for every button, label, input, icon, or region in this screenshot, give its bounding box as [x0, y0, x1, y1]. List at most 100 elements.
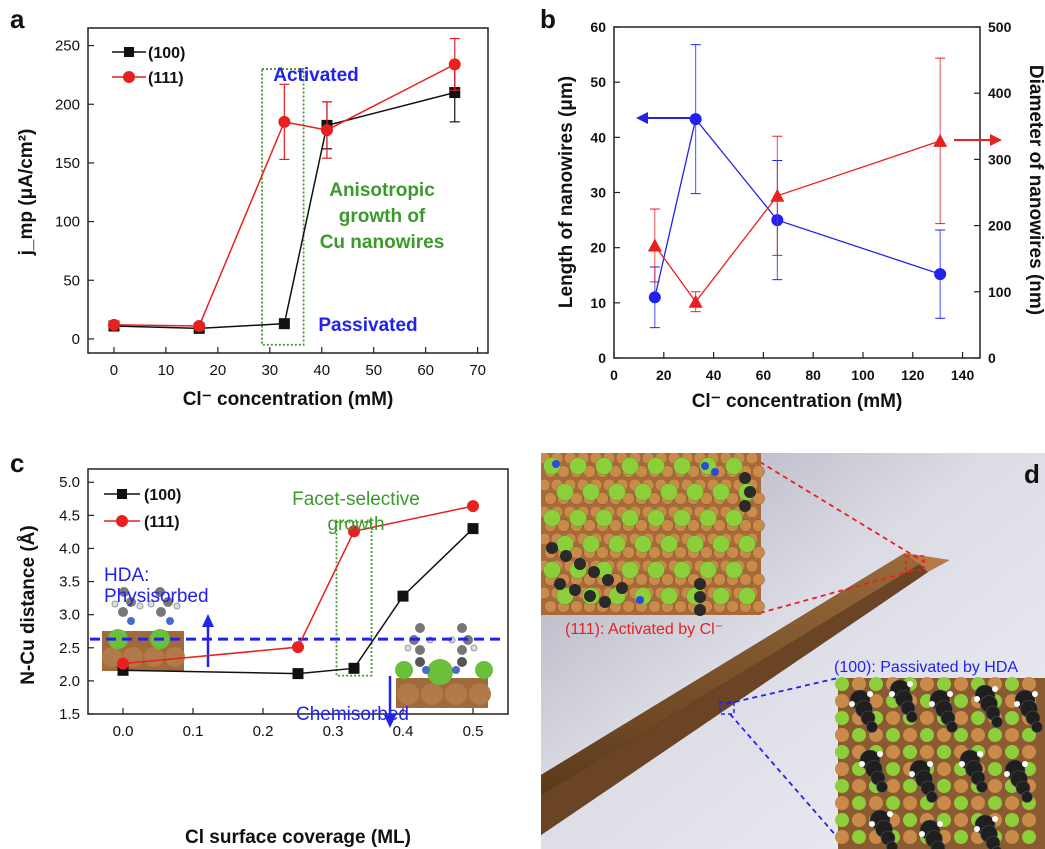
surface-atom	[954, 830, 968, 844]
h-atom	[974, 696, 980, 702]
data-point-c-1	[348, 525, 360, 538]
cu-atom	[544, 492, 557, 505]
cu-atom	[726, 546, 739, 559]
x-tick-label-a: 70	[469, 362, 486, 379]
surface-atom	[1022, 677, 1036, 691]
h-atom	[992, 816, 998, 822]
hda-atom	[946, 721, 958, 733]
cu-atom	[687, 519, 700, 532]
surface-atom	[1022, 830, 1036, 844]
cl-atom	[647, 561, 665, 579]
data-point-a-1	[193, 320, 206, 333]
data-point-b-1	[647, 238, 662, 252]
surface-atom	[988, 779, 1002, 793]
hda-chain-atom	[546, 542, 558, 554]
surface-atom	[1005, 728, 1019, 742]
chemisorbed-inset	[395, 623, 493, 708]
cu-atom	[622, 546, 635, 559]
h-atom	[937, 821, 943, 827]
cu-atom	[745, 559, 759, 573]
annotation-chemisorbed: Chemisorbed	[296, 704, 409, 725]
nanowire-face	[541, 564, 928, 835]
hda-atom	[991, 716, 1003, 728]
cl-atom	[543, 509, 561, 527]
y-tick-label-c: 3.5	[59, 574, 80, 591]
data-point-a-0	[278, 318, 290, 330]
y-tick-label-c: 5.0	[59, 474, 80, 491]
annotation-passivated: Passivated	[318, 315, 417, 336]
surface-atom	[835, 728, 849, 742]
data-point-c-1	[467, 500, 479, 513]
h-atom	[859, 761, 865, 767]
cl-atom	[738, 587, 756, 605]
surface-atom	[903, 796, 917, 810]
surface-atom	[886, 762, 900, 776]
n-atom	[701, 462, 709, 470]
plot-frame-a	[87, 27, 489, 354]
cl-atom	[660, 587, 678, 605]
cu-atom	[583, 519, 596, 532]
h-atom	[929, 701, 935, 707]
data-point-a-1	[107, 318, 120, 331]
cl-atom	[725, 561, 743, 579]
surface-atom	[835, 677, 849, 691]
cu-atom	[648, 600, 661, 613]
h-atom	[927, 761, 933, 767]
data-point-b-1	[933, 133, 948, 147]
cu-atom	[557, 519, 570, 532]
surface-atom	[937, 796, 951, 810]
y-tick-label-a: 50	[63, 272, 80, 289]
data-point-c-1	[117, 657, 129, 670]
y-tick-label-a: 150	[55, 155, 80, 172]
h-atom	[1022, 761, 1028, 767]
cu-atom	[635, 573, 648, 586]
highlight-box-c	[335, 521, 373, 677]
cl-atom	[673, 509, 691, 527]
cl-atom	[556, 535, 574, 553]
y-tick-label-c: 4.5	[59, 507, 80, 524]
data-point-b-1	[770, 188, 785, 202]
cl-atom	[712, 587, 730, 605]
data-point-b-0	[934, 268, 947, 281]
data-point-c-0	[467, 523, 479, 535]
hda-chain-atom	[584, 590, 596, 602]
annotation-activated: Activated	[273, 65, 359, 86]
cl-atom	[621, 509, 639, 527]
annotation-hda-1: HDA:	[104, 565, 149, 586]
surface-atom	[1005, 830, 1019, 844]
hda-chain-atom	[616, 582, 628, 594]
surface-atom	[869, 677, 883, 691]
hda-atom	[1021, 791, 1033, 803]
surface-atom	[835, 762, 849, 776]
y-tick-label-c: 2.0	[59, 673, 80, 690]
x-tick-label-c: 0.2	[253, 723, 274, 740]
x-axis-label-b: Cl⁻ concentration (mM)	[692, 391, 903, 412]
hda-atom	[992, 846, 1002, 849]
hda-chain-atom	[694, 604, 706, 616]
panel-label-d: d	[1024, 459, 1040, 489]
data-point-a-1	[320, 124, 333, 137]
surface-atom	[886, 779, 900, 793]
x-tick-label-a: 30	[261, 362, 278, 379]
legend-c-100: (100)	[144, 487, 181, 504]
surface-atom	[920, 728, 934, 742]
surface-atom	[937, 745, 951, 759]
y-tick-label-c: 4.0	[59, 540, 80, 557]
annotation-anisotropic-2: growth of	[339, 206, 426, 227]
plot-frame-b	[613, 26, 981, 359]
n-atom	[636, 596, 644, 604]
hda-atom	[976, 781, 988, 793]
hda-atom	[926, 791, 938, 803]
legend-c-111: (111)	[144, 514, 180, 531]
cl-atom	[673, 561, 691, 579]
y-tick-label-a: 0	[72, 331, 80, 348]
hda-atom	[1031, 721, 1043, 733]
surface-atom	[988, 796, 1002, 810]
data-point-c-0	[292, 668, 304, 680]
surface-atom	[903, 745, 917, 759]
surface-atom	[835, 745, 849, 759]
surface-atom	[852, 779, 866, 793]
n-atom	[711, 468, 719, 476]
x-tick-label-a: 20	[210, 362, 227, 379]
cu-atom	[541, 586, 551, 600]
